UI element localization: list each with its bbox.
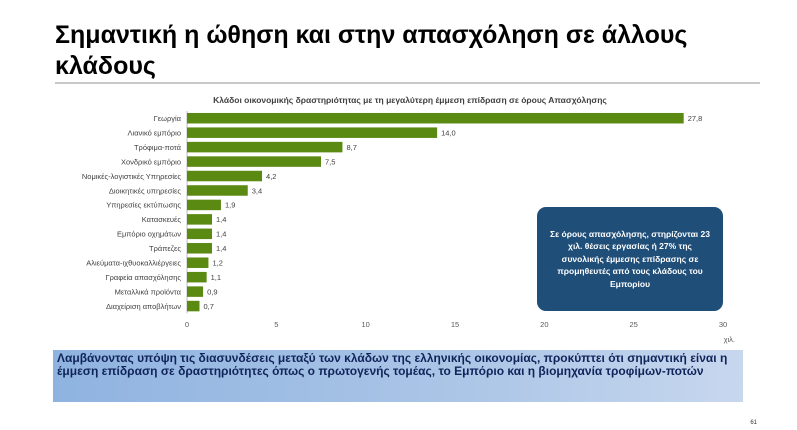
- category-label: Νομικές-λογιστικές Υπηρεσίες: [82, 172, 182, 181]
- data-label: 27,8: [688, 114, 703, 123]
- bar: [187, 228, 213, 240]
- callout-text: Σε όρους απασχόλησης, στηρίζονται 23 χιλ…: [550, 228, 710, 289]
- callout-box: Σε όρους απασχόλησης, στηρίζονται 23 χιλ…: [537, 207, 723, 311]
- bar: [187, 185, 248, 196]
- slide-title: Σημαντική η ώθηση και στην απασχόληση σε…: [55, 21, 688, 80]
- bar: [187, 243, 213, 254]
- category-label: Διοικητικές υπηρεσίες: [109, 186, 182, 195]
- bar: [187, 286, 204, 297]
- category-label: Λιανικό εμπόριο: [128, 128, 181, 137]
- x-tick-label: 25: [629, 320, 637, 329]
- x-tick-label: 0: [185, 320, 189, 329]
- conclusion-text: Λαμβάνοντας υπόψη τις διασυνδέσεις μεταξ…: [57, 351, 728, 378]
- chart-title: Κλάδοι οικονομικής δραστηριότητας με τη …: [213, 95, 607, 105]
- data-label: 1,2: [212, 259, 222, 268]
- x-tick-label: 5: [274, 320, 278, 329]
- bar: [187, 214, 213, 225]
- data-label: 3,4: [252, 186, 262, 195]
- bar: [187, 156, 321, 167]
- x-tick-label: 30: [719, 320, 727, 329]
- data-label: 4,2: [266, 172, 276, 181]
- data-label: 14,0: [441, 128, 456, 137]
- category-label: Γραφεία απασχόλησης: [106, 273, 182, 282]
- category-label: Τρόφιμα-ποτά: [134, 143, 182, 152]
- data-label: 0,7: [204, 302, 214, 311]
- bar: [187, 257, 209, 268]
- bar: [187, 112, 684, 124]
- page-number: 61: [750, 420, 757, 426]
- title-divider: [55, 82, 760, 84]
- x-unit-label: χιλ.: [724, 335, 735, 344]
- bar: [187, 127, 438, 138]
- category-label: Διαχείριση αποβλήτων: [106, 302, 181, 311]
- category-label: Γεωργία: [154, 114, 182, 123]
- bar: [187, 170, 263, 182]
- data-label: 1,4: [216, 230, 226, 239]
- bar: [187, 141, 343, 153]
- category-label: Χονδρικό εμπόριο: [121, 157, 181, 166]
- category-label: Υπηρεσίες εκτύπωσης: [106, 201, 181, 210]
- data-label: 1,4: [216, 244, 226, 253]
- data-label: 1,9: [225, 201, 235, 210]
- data-label: 8,7: [346, 143, 356, 152]
- category-label: Αλιεύματα-ιχθυοκαλλιέργειες: [86, 259, 181, 268]
- category-label: Μεταλλικά προϊόντα: [115, 287, 182, 296]
- x-tick-label: 10: [361, 320, 369, 329]
- data-label: 1,4: [216, 215, 226, 224]
- category-label: Τράπεζες: [149, 244, 181, 253]
- bar: [187, 271, 207, 283]
- x-tick-label: 20: [540, 320, 548, 329]
- category-label: Εμπόριο οχημάτων: [117, 230, 181, 239]
- category-label: Κατασκευές: [142, 215, 182, 224]
- data-label: 0,9: [207, 287, 217, 296]
- x-tick-label: 15: [451, 320, 459, 329]
- data-label: 1,1: [211, 273, 221, 282]
- conclusion-banner: Λαμβάνοντας υπόψη τις διασυνδέσεις μεταξ…: [53, 350, 743, 402]
- data-label: 7,5: [325, 157, 335, 166]
- bar: [187, 199, 221, 211]
- bar: [187, 300, 200, 312]
